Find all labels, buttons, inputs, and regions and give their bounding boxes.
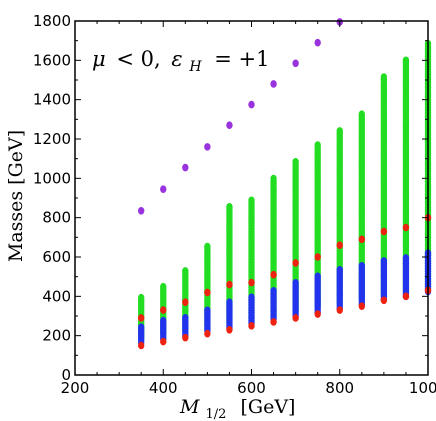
- data-point: [160, 306, 167, 314]
- x-axis-title: M 1/2 [GeV]: [179, 396, 295, 421]
- y-tick-label: 1200: [33, 130, 71, 148]
- data-point: [182, 267, 189, 275]
- data-point: [380, 73, 388, 81]
- x-tick-label: 800: [325, 379, 354, 397]
- data-point: [226, 280, 233, 289]
- data-point: [182, 163, 189, 172]
- y-tick-label: 200: [42, 327, 71, 345]
- data-point: [204, 288, 211, 297]
- y-tick-label: 600: [42, 248, 71, 266]
- series-0: [137, 39, 432, 343]
- data-point: [160, 316, 167, 325]
- data-point: [270, 174, 277, 183]
- data-point: [248, 293, 255, 302]
- data-point: [248, 196, 255, 205]
- data-point: [137, 323, 145, 332]
- x-tick-label: 600: [237, 379, 266, 397]
- data-point: [336, 241, 343, 249]
- y-tick-label: 1000: [33, 169, 71, 187]
- data-point: [292, 158, 299, 166]
- data-point: [402, 292, 410, 301]
- y-tick-label: 400: [42, 287, 71, 305]
- data-point: [204, 143, 211, 151]
- axis-ticks: 2004006008001000020040060080010001200140…: [33, 12, 436, 397]
- data-point: [314, 141, 321, 149]
- data-point: [248, 100, 255, 109]
- data-point: [358, 302, 366, 310]
- data-point: [204, 242, 211, 251]
- data-point: [182, 333, 189, 342]
- y-tick-label: 1800: [33, 12, 71, 30]
- data-point: [402, 223, 410, 232]
- x-tick-label: 400: [149, 379, 178, 397]
- x-tick-label: 1000: [409, 379, 436, 397]
- data-point: [226, 325, 233, 334]
- data-point: [226, 298, 233, 307]
- data-point: [137, 341, 145, 350]
- annotation-label: μ < 0, ε H = +1: [92, 47, 269, 76]
- data-point: [358, 235, 366, 244]
- y-tick-label: 1600: [33, 51, 71, 69]
- data-point: [226, 203, 233, 211]
- y-tick-label: 1400: [33, 91, 71, 109]
- data-point: [292, 259, 299, 267]
- data-point: [336, 127, 343, 135]
- data-point: [314, 253, 321, 261]
- data-point: [358, 262, 366, 270]
- data-point: [160, 185, 167, 193]
- data-point: [137, 206, 145, 215]
- data-point: [380, 257, 388, 265]
- data-point: [380, 227, 388, 236]
- data-point: [270, 80, 277, 88]
- data-point: [292, 314, 299, 322]
- data-point: [270, 270, 277, 279]
- data-point: [270, 287, 277, 295]
- data-point: [182, 313, 189, 322]
- data-point: [204, 306, 211, 315]
- data-point: [137, 293, 145, 302]
- y-tick-label: 0: [61, 366, 71, 384]
- y-axis-title: Masses [GeV]: [5, 130, 27, 262]
- x-tick-label: 200: [61, 379, 90, 397]
- data-point: [314, 38, 321, 47]
- series-3: [137, 18, 343, 215]
- series-1: [137, 249, 432, 347]
- data-point: [292, 59, 299, 68]
- data-point: [336, 265, 343, 274]
- data-point: [204, 329, 211, 338]
- data-point: [160, 337, 167, 346]
- data-point: [314, 310, 321, 318]
- data-point: [248, 278, 255, 287]
- data-point: [402, 254, 410, 262]
- data-point: [160, 282, 167, 291]
- y-tick-label: 800: [42, 209, 71, 227]
- data-point: [226, 121, 233, 130]
- data-point: [270, 318, 277, 326]
- data-point: [182, 298, 189, 307]
- data-point: [248, 322, 255, 330]
- data-point: [358, 110, 366, 119]
- series-2: [137, 213, 432, 350]
- data-point: [292, 278, 299, 287]
- data-point: [336, 306, 343, 314]
- data-point: [402, 56, 410, 65]
- data-point: [314, 272, 321, 281]
- data-point: [137, 314, 145, 322]
- data-point: [380, 296, 388, 305]
